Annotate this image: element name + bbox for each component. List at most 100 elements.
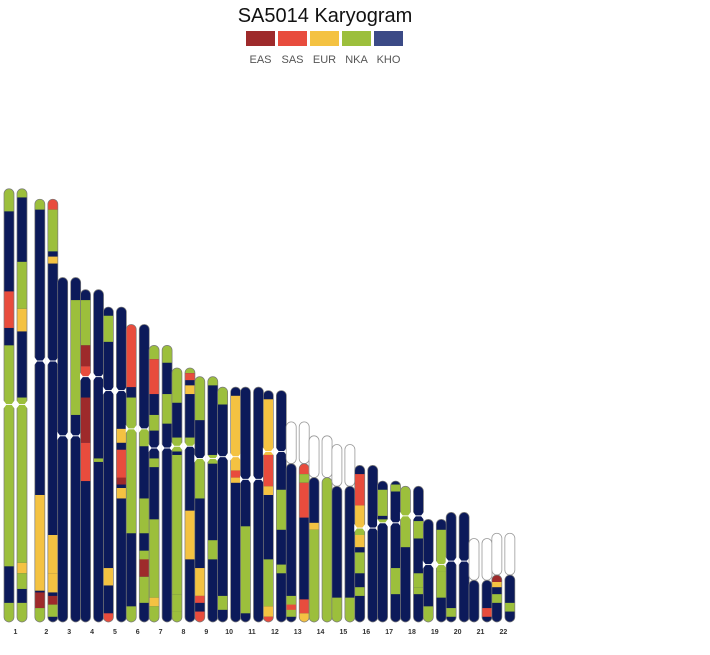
chart-title: SA5014 Karyogram (238, 5, 413, 27)
chr21-haplotype-a (468, 538, 480, 623)
chr1-haplotype-a (3, 188, 15, 623)
chr18-segment-nka-a-0 (400, 486, 411, 516)
chr12-segment-nka-b-1 (276, 564, 287, 574)
chr18-centromere-a (399, 511, 411, 520)
chr1-segment-nka-a-2 (4, 345, 14, 567)
chr7-segment-nka-a-6 (149, 606, 160, 622)
chr5-outline-a (103, 306, 114, 623)
chr1-segment-nka-b-6 (17, 602, 27, 622)
chr4-centromere-b (93, 372, 105, 381)
chr4-haplotype-a (80, 289, 92, 623)
chr9-segment-sas-a-4 (194, 611, 205, 622)
chr18-background-b (413, 486, 424, 622)
chr12-outline-a (263, 390, 274, 623)
chr5-haplotype-a (102, 306, 114, 623)
chromosome-label-19: 19 (431, 629, 439, 636)
chr6-segment-nka-b-1 (139, 498, 150, 534)
chr10-background-b (230, 387, 241, 622)
chr5-segment-sas-b-1 (116, 449, 127, 482)
chr2-segment-nka-b-6 (47, 604, 58, 617)
chr2-background-b (47, 199, 58, 622)
chr4-segment-eas-a-3 (80, 397, 91, 443)
chromosome-label-8: 8 (181, 629, 185, 636)
chr2-segment-nka-a-3 (34, 608, 45, 622)
chr17-haplotype-a (377, 480, 389, 623)
chr17-centromere-a (377, 518, 389, 527)
chr15-background-a (331, 486, 342, 622)
chr13-stalk-b (298, 421, 310, 465)
chr11-outline-a (240, 386, 251, 623)
chromosome-set (3, 188, 516, 623)
chr11-haplotype-b (253, 386, 264, 623)
chr20-centromere-a (445, 557, 457, 566)
chr9-centromere-b (207, 454, 219, 463)
chr9-haplotype-a (194, 376, 206, 623)
chr5-segment-sas-a-2 (103, 613, 114, 622)
chr12-centromere-a (262, 447, 274, 456)
chr5-segment-eas-b-2 (116, 477, 127, 485)
chr11-centromere-a (240, 475, 251, 484)
chr2-centromere-b (47, 357, 59, 365)
chr18-segment-nka-a-1 (400, 515, 411, 548)
chr9-segment-eur-a-2 (194, 568, 205, 596)
chr15-outline-a (331, 485, 343, 623)
chr3-centromere-b (70, 431, 82, 440)
legend-label-nka: NKA (345, 54, 368, 66)
chr21-background-a (469, 580, 479, 622)
chr17-segment-nka-a-1 (377, 519, 388, 523)
chromosome-label-10: 10 (225, 629, 233, 636)
chr15-background-b (344, 486, 355, 622)
chr4-segment-sas-a-4 (80, 442, 91, 482)
chr6-segment-nka-a-1 (126, 397, 137, 534)
chr13-haplotype-a (285, 421, 297, 623)
chr18-background-a (400, 486, 411, 622)
chr22-segment-eas-a-0 (491, 575, 502, 582)
chr12-segment-nka-a-3 (263, 559, 274, 607)
chr1-segment-sas-a-1 (4, 291, 14, 328)
chr6-outline-a (125, 324, 137, 623)
chr3-segment-nka-b-0 (70, 300, 81, 415)
chr12-segment-eur-a-4 (263, 606, 274, 617)
chr22-segment-nka-b-1 (504, 602, 515, 612)
chr4-outline-a (80, 289, 91, 623)
chr17-background-b (390, 481, 401, 622)
chr17-segment-nka-b-1 (390, 568, 401, 595)
chr13-outline-a (285, 463, 297, 623)
chr1-segment-nka-b-1 (17, 261, 27, 309)
chr19-segment-nka-b-1 (436, 571, 447, 579)
chr20-haplotype-a (445, 512, 457, 623)
chr5-background-a (103, 307, 114, 622)
chr2-haplotype-a (34, 198, 46, 623)
chr11-background-a (240, 387, 251, 622)
chr7-segment-nka-a-0 (149, 345, 160, 360)
chr21-haplotype-b (481, 538, 493, 623)
chr9-segment-nka-a-1 (194, 458, 205, 499)
chr8-segment-nka-a-2 (171, 454, 182, 595)
chr14-segment-eur-a-0 (309, 522, 320, 530)
chr2-segment-eas-b-5 (47, 595, 58, 605)
chr7-centromere-b (161, 444, 173, 452)
chr15-segment-nka-a-1 (331, 597, 342, 622)
chr13-segment-eur-b-5 (299, 613, 310, 622)
chr2-segment-eur-b-4 (47, 573, 58, 593)
chr18-haplotype-a (399, 485, 411, 623)
chromosome-label-9: 9 (204, 629, 208, 636)
chr18-segment-nka-b-1 (413, 573, 424, 588)
chr4-segment-eas-a-1 (80, 345, 91, 367)
chr9-segment-sas-a-3 (194, 595, 205, 603)
chr8-segment-nka-a-4 (171, 611, 182, 622)
chr17-segment-nka-a-0 (377, 489, 388, 516)
chr17-centromere-b (390, 518, 402, 527)
chr7-segment-sas-a-1 (149, 359, 160, 395)
chr4-segment-nka-a-0 (80, 300, 91, 346)
chr2-segment-eur-b-2 (47, 256, 58, 264)
chr9-centromere-a (194, 454, 206, 463)
chr2-segment-eas-a-2 (34, 592, 45, 609)
chr1-haplotype-b (16, 188, 28, 623)
chr6-background-b (139, 324, 150, 622)
chr5-segment-nka-a-0 (103, 315, 114, 342)
chr8-outline-a (171, 367, 183, 623)
chr12-segment-eur-a-2 (263, 486, 274, 495)
chr6-centromere-b (138, 424, 150, 433)
chr7-segment-nka-b-0 (162, 345, 173, 363)
